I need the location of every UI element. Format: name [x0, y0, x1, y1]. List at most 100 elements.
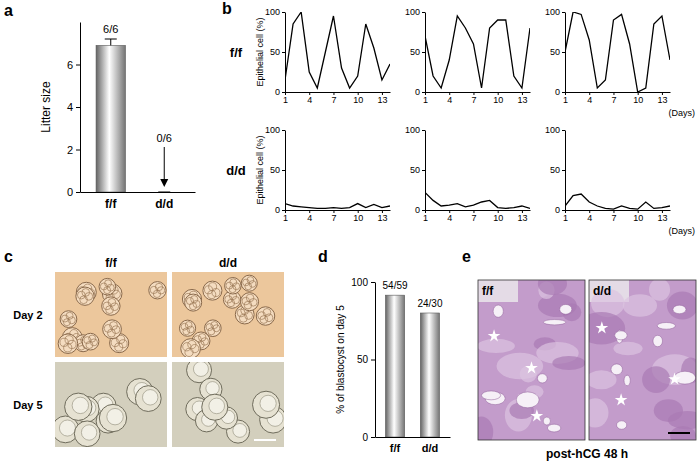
data-line	[565, 194, 670, 209]
tick-label: 0	[275, 87, 280, 97]
y-axis-title: % of blastocyst on day 5	[335, 305, 346, 414]
tick-mark	[282, 92, 285, 93]
tick-mark	[562, 12, 565, 13]
tissue-patch	[613, 342, 642, 355]
x-axis: 1471013	[283, 92, 391, 105]
y-axis-tick: 50	[270, 47, 285, 57]
tick-label: 10	[353, 213, 363, 223]
embryo	[149, 282, 166, 299]
x-axis-tick: 1	[283, 92, 288, 105]
x-axis-line	[426, 210, 531, 211]
follicle	[493, 305, 503, 317]
y-axis-title: Epithelial cell (%)	[255, 135, 265, 204]
blastomere	[80, 296, 88, 304]
tick-mark	[371, 437, 375, 438]
tick-label: 10	[493, 213, 503, 223]
blastomere	[64, 344, 72, 352]
blastomere	[65, 336, 73, 344]
histology-image	[478, 280, 585, 440]
tick-label: 0	[275, 205, 280, 215]
blastocoel	[81, 425, 96, 440]
embryo	[99, 404, 126, 431]
blastomere	[82, 289, 90, 297]
x-axis-tick: 1	[423, 92, 428, 105]
tick-label: 13	[377, 213, 387, 223]
tick-mark	[76, 65, 80, 66]
tissue-patch	[478, 339, 515, 353]
tick-label: d/d	[155, 197, 173, 211]
embryo	[74, 421, 100, 447]
embryo	[253, 391, 280, 418]
y-axis-line	[425, 13, 426, 93]
tick-label: 50	[550, 47, 560, 57]
tick-mark	[562, 92, 565, 93]
tick-mark	[76, 150, 80, 151]
y-axis-tick: 100	[265, 7, 285, 17]
follicle	[547, 424, 560, 432]
annotation: 0/6	[157, 132, 172, 144]
image-background	[478, 280, 585, 440]
tick-label: 13	[657, 95, 667, 105]
embryo	[256, 307, 274, 325]
error-stem	[110, 39, 111, 45]
blastomere	[108, 298, 116, 306]
tissue-patch	[668, 411, 696, 429]
blastomere	[230, 279, 237, 286]
tick-label: 1	[563, 95, 568, 105]
blastomere	[86, 341, 93, 348]
x-axis-tick: d/d	[155, 192, 173, 211]
plot-area	[385, 295, 439, 437]
embryo	[60, 311, 77, 328]
x-axis: f/fd/d	[81, 192, 196, 211]
blastomere	[68, 317, 75, 324]
tick-mark	[562, 52, 565, 53]
data-line	[565, 12, 670, 92]
y-axis-tick: 4	[67, 101, 80, 113]
tick-label: 4	[67, 101, 73, 113]
tissue-patch	[642, 366, 670, 393]
blastomere	[206, 324, 213, 331]
annotation: 54/59	[383, 280, 408, 291]
x-axis-line	[566, 210, 671, 211]
tick-label: 4	[447, 95, 452, 105]
x-axis: 1471013	[563, 92, 671, 105]
bar	[150, 192, 179, 193]
embryo	[179, 320, 195, 336]
blastomere	[66, 312, 73, 319]
tick-mark	[562, 130, 565, 131]
blastocoel	[107, 408, 123, 424]
y-axis-tick: 6	[67, 59, 80, 71]
follicle	[615, 331, 627, 340]
tick-label: 0	[362, 432, 368, 443]
bar-chart: 6/60/60246f/fd/dLitter size	[39, 23, 196, 211]
y-axis-tick: 2	[67, 144, 80, 156]
embryo	[241, 275, 257, 291]
tick-label: f/f	[390, 442, 401, 454]
scale-bar	[254, 439, 276, 441]
blastomere	[110, 322, 118, 330]
blastomere	[185, 322, 192, 329]
blastomere	[155, 283, 162, 290]
tick-label: 100	[545, 7, 560, 17]
tick-label: 100	[405, 125, 420, 135]
x-axis-tick: 4	[447, 210, 452, 223]
y-axis-line	[285, 131, 286, 211]
micrograph	[55, 362, 167, 447]
tick-mark	[76, 107, 80, 108]
tick-label: 2	[67, 144, 73, 156]
tick-mark	[422, 170, 425, 171]
x-axis-tick: 4	[587, 210, 592, 223]
tick-label: 7	[611, 95, 616, 105]
tick-mark	[562, 210, 565, 211]
y-axis-tick: 50	[357, 354, 375, 365]
tick-mark	[562, 170, 565, 171]
x-axis-tick: d/d	[422, 437, 439, 454]
y-axis-tick: 100	[265, 125, 285, 135]
x-axis: 1471013	[563, 210, 671, 223]
panel-label: e	[462, 248, 471, 265]
blastomere	[245, 283, 252, 290]
line-chart: 0501001471013(Days)	[545, 125, 695, 236]
tick-mark	[371, 360, 375, 361]
scale-bar	[668, 432, 690, 434]
tick-label: 100	[351, 277, 368, 288]
